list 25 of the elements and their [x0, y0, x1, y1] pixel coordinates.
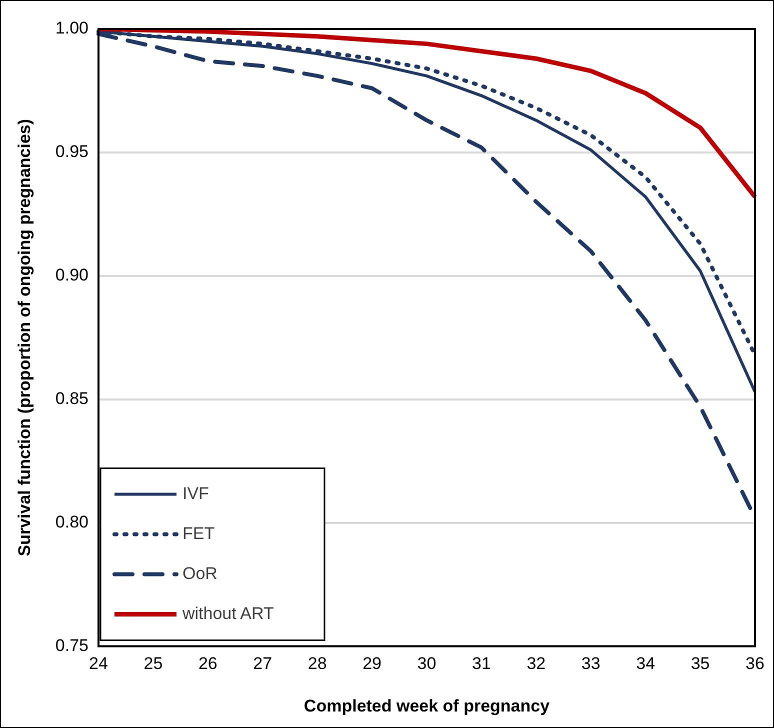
y-tick-label: 0.85: [55, 389, 88, 408]
y-tick-label: 0.95: [55, 142, 88, 162]
y-tick-label: 0.90: [55, 266, 88, 285]
x-tick-label: 27: [253, 654, 272, 674]
legend-label: OoR: [182, 564, 218, 583]
x-tick-label: 30: [417, 654, 436, 674]
x-tick-label: 32: [526, 654, 546, 674]
legend-label: without ART: [181, 604, 274, 623]
y-axis-title: Survival function (proportion of ongoing pregnancies): [14, 118, 34, 556]
legend-label: IVF: [182, 484, 209, 503]
x-tick-label: 34: [636, 654, 656, 674]
x-axis-title: Completed week of pregnancy: [304, 696, 550, 716]
y-tick-label: 0.80: [55, 512, 88, 532]
x-tick-label: 33: [581, 654, 600, 674]
x-tick-label: 35: [690, 654, 710, 674]
y-tick-label: 1.00: [55, 18, 88, 38]
y-tick-label: 0.75: [55, 636, 88, 655]
x-tick-label: 24: [89, 654, 108, 674]
x-tick-label: 26: [198, 654, 218, 674]
x-tick-label: 31: [472, 654, 491, 674]
x-tick-label: 28: [308, 654, 327, 674]
x-tick-label: 25: [144, 654, 163, 674]
legend-label: FET: [182, 524, 215, 543]
x-tick-label: 29: [362, 654, 382, 674]
x-tick-label: 36: [746, 654, 764, 674]
